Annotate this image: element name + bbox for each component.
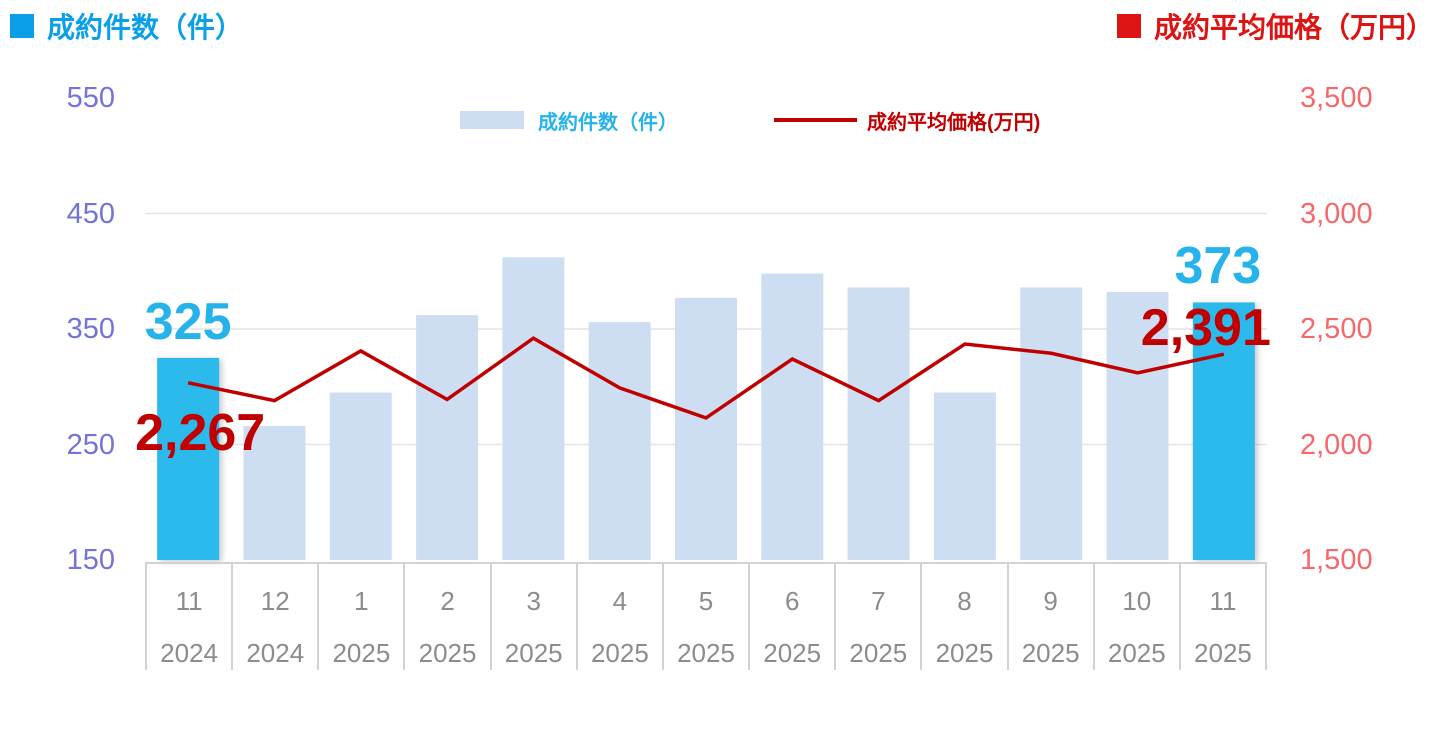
x-axis-year-label: 2025 [504, 638, 563, 668]
line-series-label: 成約平均価格(万円) [867, 111, 1041, 134]
left-axis-tick: 150 [66, 544, 115, 576]
price-line [187, 336, 1225, 420]
red-square-icon [1116, 14, 1141, 38]
bar [416, 315, 479, 560]
x-axis-month-label: 10 [1122, 586, 1152, 616]
x-axis-cell: 10 2025 [1092, 564, 1179, 670]
x-axis-cell: 12 2024 [231, 564, 317, 670]
line-series-swatch [774, 118, 857, 122]
chart-legend: 成約件数（件） 成約平均価格(万円) [460, 103, 1040, 137]
x-axis-month-label: 4 [612, 586, 628, 616]
x-axis-cell: 4 2025 [575, 564, 662, 670]
bar [761, 273, 824, 560]
bar [847, 287, 910, 560]
x-axis-month-label: 12 [260, 586, 290, 616]
x-axis-month-label: 11 [1209, 586, 1237, 616]
x-axis-year-label: 2024 [246, 638, 305, 668]
x-axis-year-label: 2025 [1107, 638, 1166, 668]
x-axis-month-label: 11 [175, 586, 203, 616]
data-label-line-last: 2,391 [1140, 299, 1271, 358]
x-axis-month-label: 2 [440, 586, 455, 616]
bar [243, 426, 306, 560]
right-axis-tick: 2,500 [1300, 313, 1373, 345]
x-axis-year-label: 2025 [1194, 638, 1252, 668]
bar [588, 322, 651, 560]
x-axis-cell: 2 2025 [403, 564, 489, 670]
left-axis-tick: 350 [66, 313, 115, 345]
x-axis-cell: 11 2024 [147, 564, 231, 670]
left-axis-tick: 550 [66, 82, 115, 114]
data-label-bar-first: 325 [144, 292, 232, 351]
x-axis-month-label: 3 [526, 586, 541, 616]
x-axis-cell: 6 2025 [748, 564, 834, 670]
x-axis-year-label: 2025 [590, 638, 649, 668]
x-axis-month-label: 1 [354, 586, 369, 616]
right-axis-tick: 3,500 [1300, 82, 1373, 114]
left-axis-tick: 450 [66, 197, 115, 230]
right-axis-tick: 2,000 [1300, 428, 1373, 461]
blue-square-icon [10, 14, 34, 38]
x-axis-year-label: 2024 [160, 638, 218, 668]
right-axis-title: 成約平均価格（万円） [1116, 6, 1434, 46]
x-axis-cell: 8 2025 [920, 564, 1006, 670]
left-axis-title-text: 成約件数（件） [47, 12, 244, 43]
x-axis-cell: 7 2025 [834, 564, 920, 670]
bar-highlighted [157, 357, 220, 560]
x-axis-cell: 9 2025 [1006, 564, 1093, 670]
x-axis-month-label: 5 [698, 586, 714, 616]
data-label-line-first: 2,267 [135, 403, 266, 462]
x-axis-year-label: 2025 [935, 638, 994, 668]
data-label-bar-last: 373 [1174, 237, 1262, 296]
right-axis-tick: 1,500 [1300, 544, 1373, 576]
x-axis-cell: 5 2025 [661, 564, 748, 670]
x-axis-cell: 1 2025 [317, 564, 403, 670]
bar [675, 297, 737, 560]
bar-series-swatch [460, 111, 524, 129]
x-axis-year-label: 2025 [332, 638, 391, 668]
bar [329, 392, 392, 560]
x-axis-cell: 3 2025 [489, 564, 576, 670]
left-axis-tick: 250 [66, 428, 115, 461]
bar [502, 257, 565, 560]
x-axis-table: 11 2024 12 2024 1 2025 2 2025 3 2025 4 2025 5 2025 6 20… [145, 562, 1267, 670]
x-axis-month-label: 6 [784, 586, 800, 616]
x-axis-year-label: 2025 [418, 638, 477, 668]
x-axis-month-label: 8 [957, 586, 972, 616]
bar [1020, 287, 1083, 560]
left-axis-title: 成約件数（件） [10, 6, 243, 46]
x-axis-year-label: 2025 [763, 638, 822, 668]
bar-highlighted [1192, 302, 1255, 560]
bar [933, 392, 996, 560]
x-axis-year-label: 2025 [1021, 638, 1080, 668]
x-axis-year-label: 2025 [849, 638, 908, 668]
x-axis-year-label: 2025 [677, 638, 735, 668]
x-axis-month-label: 7 [871, 586, 886, 616]
x-axis-cell: 11 2025 [1178, 564, 1265, 670]
right-axis-tick: 3,000 [1300, 197, 1373, 230]
x-axis-month-label: 9 [1043, 586, 1058, 616]
bar-series-label: 成約件数（件） [538, 111, 678, 134]
right-axis-title-text: 成約平均価格（万円） [1153, 12, 1434, 43]
bar [1106, 292, 1169, 560]
